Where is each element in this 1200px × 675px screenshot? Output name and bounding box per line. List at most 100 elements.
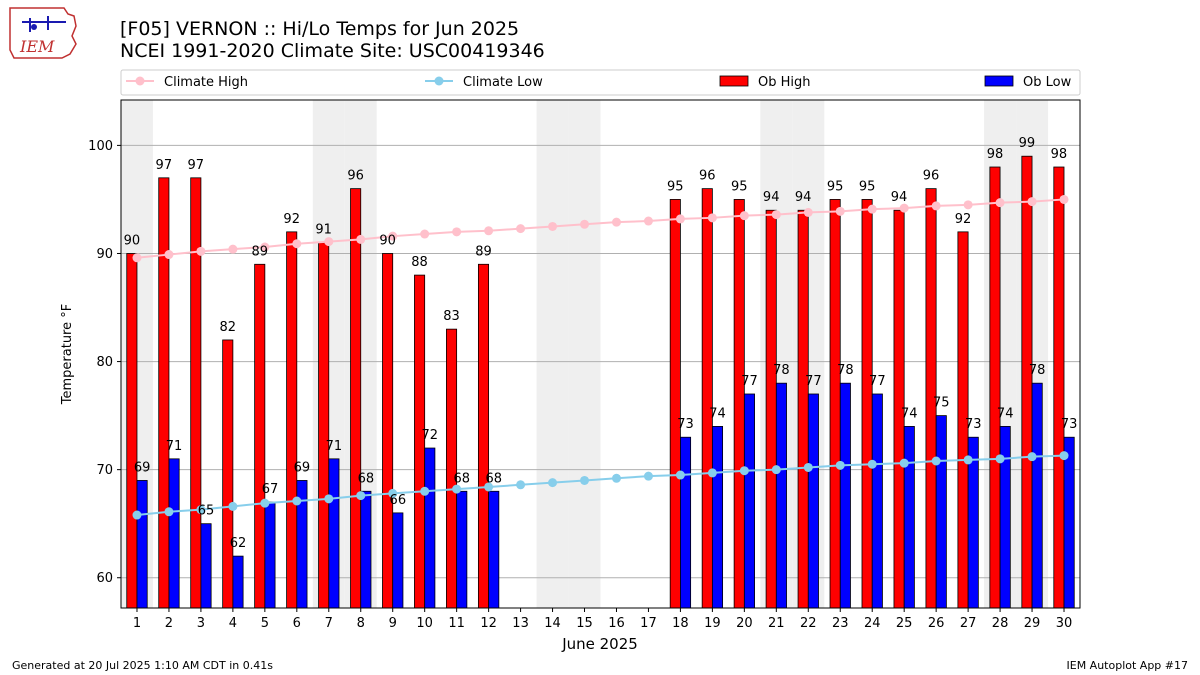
ob-low-label-18: 73	[677, 417, 694, 432]
ob-low-label-19: 74	[709, 406, 726, 421]
climate-high-point-13	[516, 224, 526, 234]
ob-high-bar-3	[190, 177, 202, 609]
legend-label-climate-low: Climate Low	[463, 75, 543, 90]
ob-high-bar-9	[382, 253, 394, 609]
climate-high-point-6	[292, 239, 302, 249]
ob-high-bar-24	[861, 199, 873, 609]
ob-high-label-1: 90	[124, 233, 141, 248]
climate-high-point-26	[931, 201, 941, 211]
climate-low-point-6	[292, 496, 302, 506]
climate-lines	[132, 194, 1069, 520]
ob-high-label-3: 97	[188, 158, 205, 173]
climate-high-point-12	[484, 226, 494, 236]
x-tick-label-21: 21	[768, 616, 785, 631]
ob-low-label-12: 68	[485, 471, 502, 486]
climate-high-point-2	[164, 250, 174, 260]
ob-high-bar-30	[1053, 166, 1065, 609]
x-tick-label-5: 5	[261, 616, 269, 631]
climate-high-point-18	[675, 214, 685, 224]
x-tick-label-30: 30	[1056, 616, 1073, 631]
ob-high-label-27: 92	[955, 212, 972, 227]
x-tick-label-9: 9	[389, 616, 397, 631]
grid-lines	[121, 144, 1080, 579]
ob-high-bar-8	[350, 188, 362, 609]
ob-high-label-20: 95	[731, 179, 748, 194]
shade-day-15	[568, 100, 601, 608]
climate-low-point-29	[1027, 452, 1037, 462]
ob-high-bar-19	[701, 188, 713, 609]
ob-low-bar-23	[839, 382, 851, 609]
ob-high-label-12: 89	[475, 244, 492, 259]
shade-day-14	[536, 100, 569, 608]
x-tick-label-10: 10	[416, 616, 433, 631]
climate-high-point-11	[452, 227, 462, 237]
x-tick-label-26: 26	[928, 616, 945, 631]
climate-high-point-14	[548, 221, 558, 231]
ob-low-bar-22	[807, 393, 819, 609]
legend-label-climate-high: Climate High	[164, 75, 248, 90]
ob-low-bar-3	[200, 523, 212, 609]
climate-low-point-8	[356, 491, 366, 501]
ob-high-bar-29	[1021, 155, 1033, 609]
climate-high-point-19	[707, 213, 717, 223]
ob-low-bar-26	[935, 415, 947, 609]
climate-low-point-18	[675, 470, 685, 480]
y-axis-label: Temperature °F	[60, 304, 75, 405]
x-tick-label-27: 27	[960, 616, 977, 631]
footer-generated: Generated at 20 Jul 2025 1:10 AM CDT in …	[12, 659, 273, 672]
plot-frame	[120, 99, 1081, 609]
x-tick-label-22: 22	[800, 616, 817, 631]
ob-low-label-10: 72	[422, 428, 439, 443]
legend-ob-high: Ob High	[719, 75, 811, 90]
x-tick-label-16: 16	[608, 616, 625, 631]
climate-high-point-15	[580, 219, 590, 229]
ob-high-bar-22	[797, 209, 809, 609]
ob-low-label-4: 62	[230, 536, 247, 551]
ob-low-label-23: 78	[837, 363, 854, 378]
ob-high-label-21: 94	[763, 190, 780, 205]
ob-low-label-27: 73	[965, 417, 982, 432]
x-tick-label-18: 18	[672, 616, 689, 631]
x-tick-label-12: 12	[480, 616, 497, 631]
x-tick-label-6: 6	[293, 616, 301, 631]
climate-high-point-24	[867, 204, 877, 214]
ob-high-label-23: 95	[827, 179, 844, 194]
ob-high-label-9: 90	[379, 233, 396, 248]
ob-low-bar-1	[136, 480, 148, 609]
climate-low-point-24	[867, 459, 877, 469]
ob-low-bar-4	[232, 555, 244, 609]
climate-low-point-28	[995, 454, 1005, 464]
x-tick-label-4: 4	[229, 616, 237, 631]
ob-low-label-26: 75	[933, 396, 950, 411]
y-tick-label-80: 80	[96, 355, 113, 370]
ob-low-label-24: 77	[869, 374, 886, 389]
climate-high-point-23	[835, 206, 845, 216]
ob-high-bar-2	[158, 177, 170, 609]
ob-low-bar-20	[743, 393, 755, 609]
ob-high-bar-12	[477, 263, 490, 609]
x-tick-label-24: 24	[864, 616, 881, 631]
ob-high-bar-1	[126, 253, 138, 609]
climate-low-point-22	[803, 462, 813, 472]
ob-low-bar-10	[424, 447, 436, 609]
ob-high-label-19: 96	[699, 169, 716, 184]
ob-high-bar-6	[286, 231, 298, 609]
climate-high-point-22	[803, 207, 813, 217]
climate-low-point-16	[611, 473, 621, 483]
climate-low-point-4	[228, 501, 238, 511]
legend-ob-low: Ob Low	[984, 75, 1072, 90]
x-tick-label-11: 11	[448, 616, 465, 631]
ob-low-label-1: 69	[134, 460, 151, 475]
ob-high-bar-5	[254, 263, 266, 609]
climate-high-point-28	[995, 198, 1005, 208]
chart-title: [F05] VERNON :: Hi/Lo Temps for Jun 2025	[120, 18, 519, 40]
climate-high-point-10	[420, 229, 430, 239]
ob-high-label-2: 97	[156, 158, 173, 173]
climate-high-point-5	[260, 242, 270, 252]
bars	[126, 155, 1075, 609]
climate-high-point-16	[611, 217, 621, 227]
ob-low-bar-19	[711, 426, 724, 609]
climate-low-point-23	[835, 460, 845, 470]
ob-low-bar-5	[264, 501, 276, 609]
climate-low-point-12	[484, 482, 494, 492]
